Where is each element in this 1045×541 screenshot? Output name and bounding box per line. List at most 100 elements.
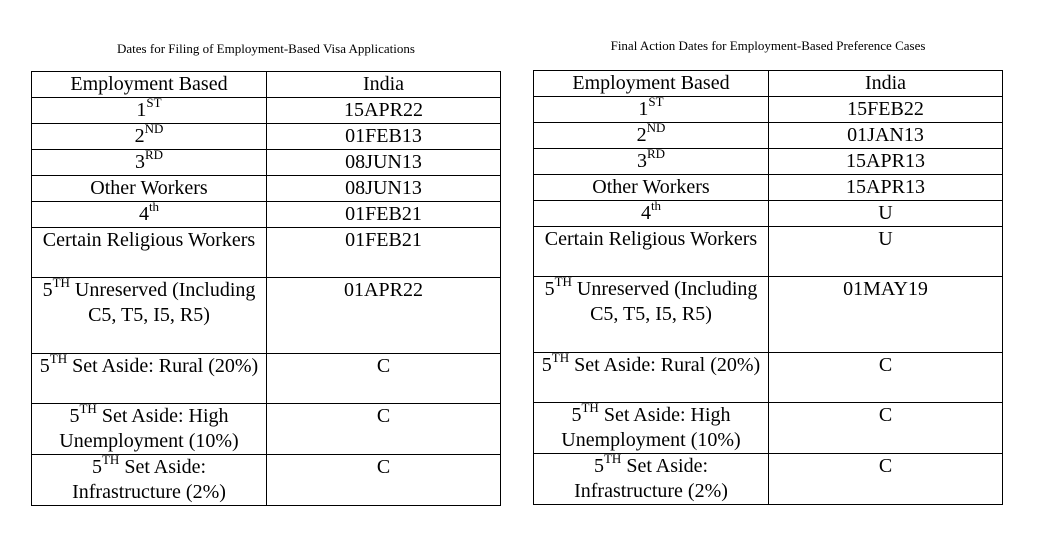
header-row: Employment Based India [31, 71, 501, 98]
date-cell: 15APR13 [768, 148, 1003, 175]
table-row: 3RD 08JUN13 [31, 147, 501, 176]
category-cell: Other Workers [31, 175, 267, 202]
category-text: Certain Religious Workers [42, 229, 256, 251]
table-row: 5TH Set Aside: Infrastructure (2%) C [533, 451, 1003, 505]
category-text-rest: Set Aside: High Unemployment (10%) [561, 404, 741, 451]
category-text: 5 [544, 278, 555, 300]
date-cell: 01FEB13 [266, 123, 501, 150]
category-cell: 5TH Unreserved (Including C5, T5, I5, R5… [31, 276, 267, 354]
date-cell: C [266, 353, 501, 404]
ordinal-suffix: RD [144, 147, 164, 163]
category-cell: 4th [31, 199, 267, 228]
table-row: 4th 01FEB21 [31, 199, 501, 228]
category-cell: Certain Religious Workers [533, 226, 769, 277]
category-cell: 5TH Set Aside: Infrastructure (2%) [31, 452, 267, 506]
column-header: Employment Based [533, 70, 769, 97]
category-cell: 3RD [533, 146, 769, 175]
date-cell: C [768, 402, 1003, 454]
table-row: 5TH Set Aside: Infrastructure (2%) C [31, 452, 501, 506]
date-cell: 01MAY19 [768, 276, 1003, 353]
ordinal-suffix: TH [551, 350, 570, 366]
table-title: Dates for Filing of Employment-Based Vis… [117, 41, 415, 56]
date-cell: C [266, 403, 501, 455]
header-row: Employment Based India [533, 70, 1003, 97]
category-text: 5 [91, 456, 102, 478]
category-text: 5 [42, 279, 53, 301]
category-text: 5 [593, 455, 604, 477]
filing-dates-table: Employment Based India 1ST 15APR22 2ND 01FEB1… [31, 71, 501, 506]
date-cell: C [768, 453, 1003, 505]
ordinal-suffix: ST [648, 94, 664, 110]
category-text: 1 [638, 98, 649, 120]
category-text: 5 [541, 354, 552, 376]
ordinal-suffix: ST [146, 95, 162, 111]
category-text-rest: Set Aside: Infrastructure (2%) [574, 455, 728, 502]
category-text-rest: Unreserved (Including C5, T5, I5, R5) [69, 279, 256, 326]
ordinal-suffix: TH [101, 452, 120, 468]
category-text-rest: Set Aside: Infrastructure (2%) [72, 456, 226, 503]
category-cell: Other Workers [533, 174, 769, 201]
date-cell: 01APR22 [266, 277, 501, 354]
table-row: Other Workers 08JUN13 [31, 175, 501, 202]
date-cell: C [266, 454, 501, 506]
category-cell: Certain Religious Workers [31, 227, 267, 278]
category-text-rest: Set Aside: High Unemployment (10%) [59, 405, 239, 452]
ordinal-suffix: ND [144, 121, 164, 137]
table-row: 5TH Set Aside: Rural (20%) C [31, 351, 501, 404]
date-cell: 08JUN13 [266, 175, 501, 202]
table-row: 5TH Set Aside: High Unemployment (10%) C [31, 401, 501, 455]
category-text: 3 [636, 150, 647, 172]
table-row: 5TH Unreserved (Including C5, T5, I5, R5… [533, 274, 1003, 353]
date-cell: U [768, 200, 1003, 227]
date-cell: 08JUN13 [266, 149, 501, 176]
category-text: 2 [636, 124, 647, 146]
category-text-rest: Set Aside: Rural (20%) [569, 354, 761, 376]
category-text: 2 [134, 125, 145, 147]
ordinal-suffix: th [650, 198, 662, 214]
category-text: Certain Religious Workers [544, 228, 758, 250]
ordinal-suffix: RD [646, 146, 666, 162]
date-cell: 15APR22 [266, 97, 501, 124]
category-cell: 5TH Set Aside: Infrastructure (2%) [533, 451, 769, 505]
table-row: 2ND 01JAN13 [533, 120, 1003, 149]
table-row: 5TH Set Aside: Rural (20%) C [533, 350, 1003, 403]
date-cell: 01FEB21 [266, 227, 501, 278]
ordinal-suffix: ND [646, 120, 666, 136]
table-row: 4th U [533, 198, 1003, 227]
category-text: 4 [640, 202, 651, 224]
column-header: India [266, 71, 501, 98]
table-row: Certain Religious Workers 01FEB21 [31, 227, 501, 278]
table-row: Other Workers 15APR13 [533, 174, 1003, 201]
date-cell: 01JAN13 [768, 122, 1003, 149]
category-text: 5 [39, 355, 50, 377]
table-row: 1ST 15APR22 [31, 95, 501, 124]
table-row: 5TH Unreserved (Including C5, T5, I5, R5… [31, 276, 501, 354]
category-cell: 3RD [31, 147, 267, 176]
category-text: 5 [571, 404, 582, 426]
category-text: Other Workers [592, 176, 710, 198]
ordinal-suffix: TH [554, 274, 572, 290]
table-row: Certain Religious Workers U [533, 226, 1003, 277]
category-text: 4 [138, 203, 149, 225]
category-cell: 1ST [31, 95, 267, 124]
ordinal-suffix: TH [79, 401, 97, 417]
category-cell: 5TH Set Aside: High Unemployment (10%) [31, 401, 267, 455]
category-text-rest: Set Aside: Rural (20%) [67, 355, 259, 377]
table-row: 3RD 15APR13 [533, 146, 1003, 175]
date-cell: 15FEB22 [768, 96, 1003, 123]
category-cell: 5TH Unreserved (Including C5, T5, I5, R5… [533, 274, 769, 353]
category-cell: 1ST [533, 94, 769, 123]
table-row: 1ST 15FEB22 [533, 94, 1003, 123]
column-header: India [768, 70, 1003, 97]
category-text: 5 [69, 405, 80, 427]
category-cell: 5TH Set Aside: Rural (20%) [31, 351, 267, 404]
ordinal-suffix: TH [49, 351, 68, 367]
category-cell: 5TH Set Aside: Rural (20%) [533, 350, 769, 403]
category-cell: 4th [533, 198, 769, 227]
date-cell: U [768, 226, 1003, 277]
category-cell: 2ND [31, 121, 267, 150]
date-cell: C [768, 352, 1003, 403]
table-row: 2ND 01FEB13 [31, 121, 501, 150]
ordinal-suffix: TH [603, 451, 622, 467]
ordinal-suffix: th [148, 199, 160, 215]
